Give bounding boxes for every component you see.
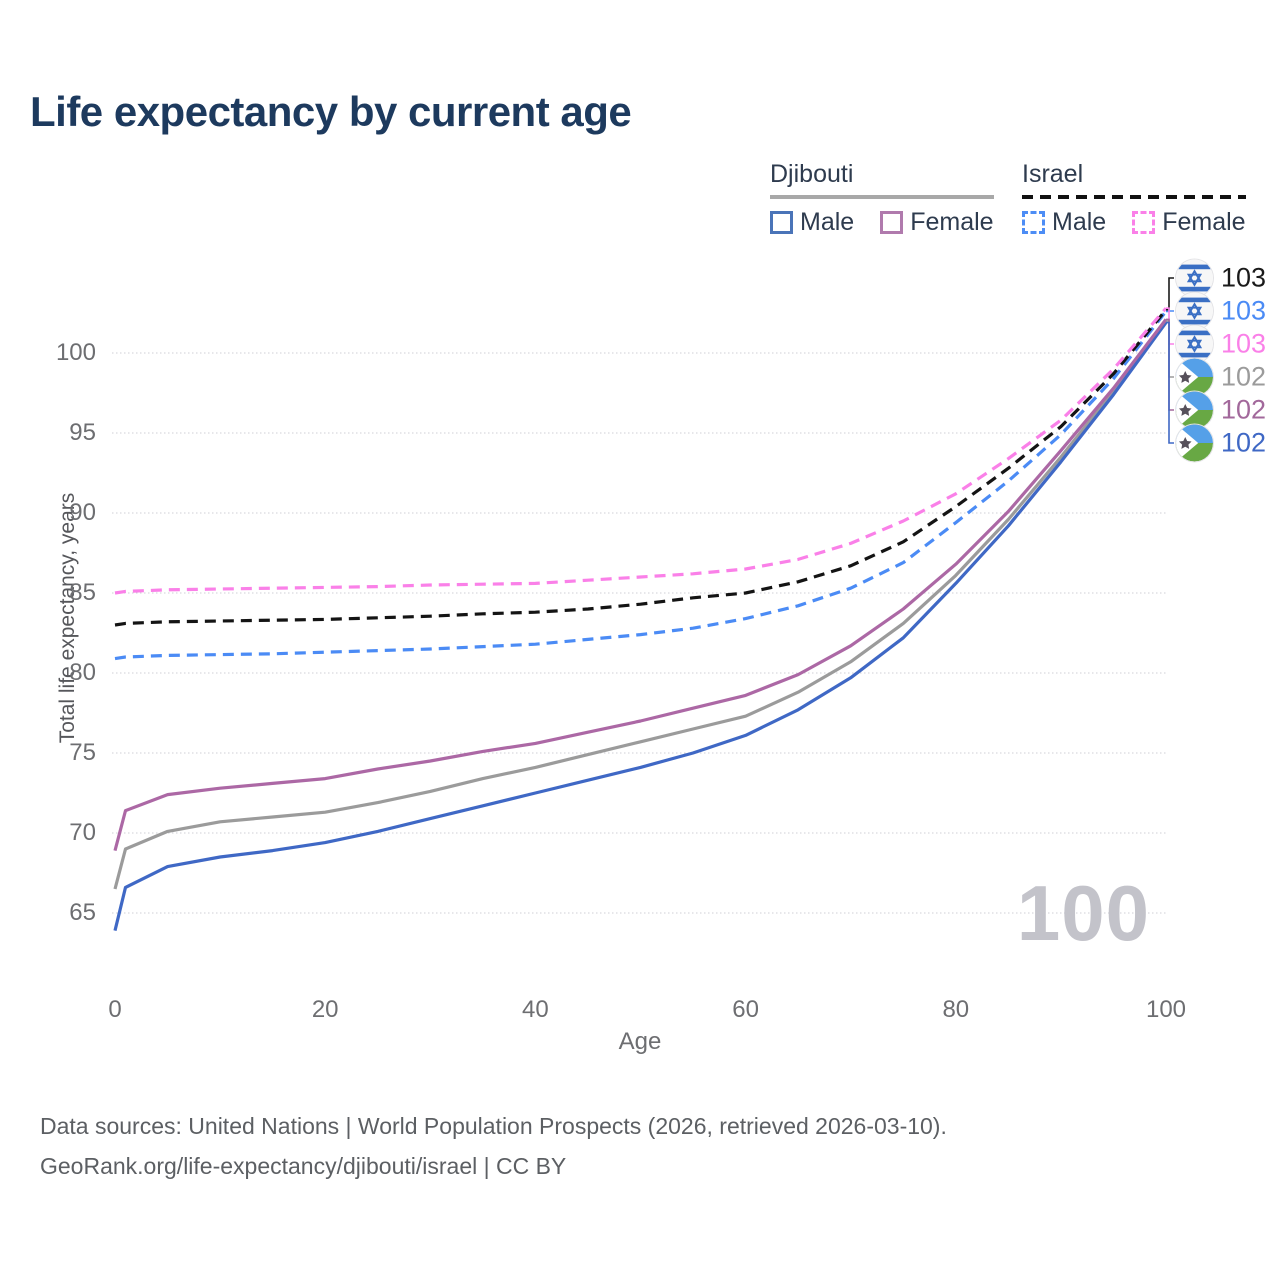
legend-underline-djibouti (770, 195, 994, 199)
end-label-connector (1166, 307, 1174, 345)
legend-label-israel-male: Male (1052, 208, 1107, 236)
end-label-value: 102 (1221, 361, 1267, 392)
djibouti-flag-icon (1176, 424, 1213, 462)
x-tick-label: 60 (732, 996, 759, 1023)
y-tick-label: 80 (69, 659, 96, 686)
end-label-value: 103 (1221, 295, 1267, 326)
legend-country-djibouti[interactable]: Djibouti (770, 160, 854, 188)
legend-label-israel-female: Female (1162, 208, 1246, 236)
israel-flag-icon (1176, 292, 1213, 330)
djibouti-female-swatch-icon (880, 211, 904, 234)
legend-underline-israel (1022, 195, 1246, 199)
end-label-israel_combined: 103 (1176, 259, 1267, 297)
series-line-djibouti_female (113, 318, 1168, 852)
end-label-value: 103 (1221, 262, 1267, 293)
series-line-israel_male (114, 310, 1168, 661)
end-label-connector (1166, 318, 1174, 411)
djibouti-flag-icon (1176, 358, 1213, 396)
legend-country-israel[interactable]: Israel (1022, 160, 1084, 188)
end-label-israel_male: 103 (1176, 292, 1267, 330)
series-line-djibouti_male (113, 321, 1168, 931)
x-tick-label: 80 (942, 996, 970, 1023)
x-axis-title: Age (618, 1028, 662, 1055)
page-title: Life expectancy by current age (30, 88, 632, 135)
y-tick-label: 65 (69, 899, 96, 926)
end-label-value: 102 (1221, 427, 1267, 458)
end-label-connector (1166, 277, 1174, 311)
y-tick-label: 75 (69, 739, 96, 766)
legend-item-israel-male[interactable]: Male (1022, 208, 1106, 237)
end-label-djibouti_male: 102 (1176, 424, 1267, 462)
djibouti-male-swatch-icon (770, 211, 793, 234)
footer-link: GeoRank.org/life-expectancy/djibouti/isr… (40, 1153, 567, 1179)
legend-group-israel: Israel Male Female (1022, 160, 1246, 237)
legend-item-israel-female[interactable]: Female (1132, 208, 1246, 237)
x-tick-label: 20 (311, 996, 339, 1023)
legend-label-djibouti-male: Male (800, 208, 855, 236)
x-tick-label: 100 (1145, 996, 1187, 1023)
y-tick-label: 100 (55, 339, 96, 366)
end-label-value: 103 (1221, 328, 1267, 359)
footer: Data sources: United Nations | World Pop… (40, 1106, 947, 1186)
y-tick-label: 85 (69, 579, 96, 606)
y-tick-label: 95 (69, 419, 96, 446)
end-label-connector (1166, 320, 1174, 378)
israel-male-swatch-icon (1022, 211, 1045, 234)
end-label-djibouti_female: 102 (1176, 391, 1267, 429)
series-line-israel_combined (114, 308, 1168, 627)
age-watermark: 100 (1016, 869, 1150, 957)
series-line-djibouti_combined (113, 320, 1168, 890)
end-label-israel_female: 103 (1176, 325, 1267, 363)
legend-item-djibouti-male[interactable]: Male (770, 208, 854, 237)
footer-sources: Data sources: United Nations | World Pop… (40, 1113, 947, 1139)
legend-item-djibouti-female[interactable]: Female (880, 208, 994, 237)
legend-group-djibouti: Djibouti Male Female (770, 160, 994, 237)
end-label-value: 102 (1221, 394, 1267, 425)
legend-label-djibouti-female: Female (910, 208, 994, 236)
israel-female-swatch-icon (1132, 211, 1156, 234)
x-tick-label: 0 (108, 996, 122, 1023)
djibouti-flag-icon (1176, 391, 1213, 429)
end-label-djibouti_combined: 102 (1176, 358, 1267, 396)
y-tick-label: 70 (69, 819, 96, 846)
israel-flag-icon (1176, 325, 1213, 363)
israel-flag-icon (1176, 259, 1213, 297)
series-line-israel_female (114, 307, 1168, 595)
y-tick-label: 90 (69, 499, 96, 526)
x-tick-label: 40 (522, 996, 549, 1023)
end-label-connector (1166, 321, 1174, 444)
